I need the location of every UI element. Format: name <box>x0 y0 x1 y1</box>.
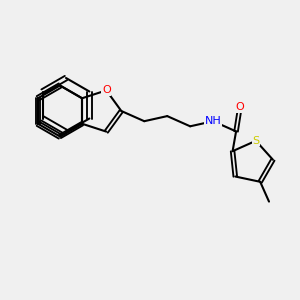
Text: NH: NH <box>205 116 221 126</box>
Text: O: O <box>102 85 111 95</box>
Text: O: O <box>236 102 244 112</box>
Text: S: S <box>252 136 260 146</box>
